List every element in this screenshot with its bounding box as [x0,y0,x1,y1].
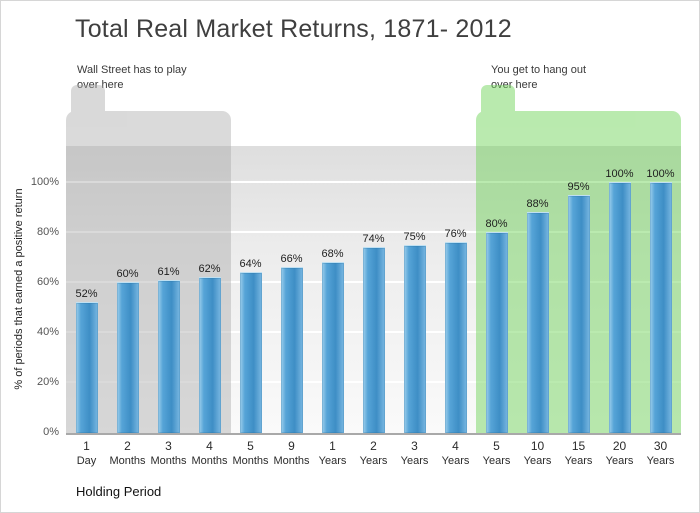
x-tick-unit: Years [441,455,470,467]
bar-series: 52% 60% 61% 62% 64% 66% 68% 74% 75% 76% 80% 88% 95% 1… [66,146,681,433]
x-axis-ticks: 1 Day 2 Months 3 Months 4 Months 5 Months 9 Months 1… [66,439,681,468]
bar-value-label: 88% [526,198,549,210]
bar-value-label: 68% [321,248,344,260]
bar [649,182,672,433]
y-tick-label: 0% [43,426,59,438]
x-tick-number: 4 [452,439,459,453]
bar [75,302,98,433]
x-tick-label: 2 Months [107,439,148,468]
bar-value-label: 80% [485,218,508,230]
bar-value-label: 60% [116,268,139,280]
x-tick-number: 30 [653,439,668,453]
x-tick-number: 1 [83,439,90,453]
x-tick-unit: Months [191,455,228,467]
bar-value-label: 75% [403,230,426,243]
page-title: Total Real Market Returns, 1871- 2012 [75,15,512,43]
x-tick-label: 3 Months [148,439,189,468]
bar-value-label: 52% [75,288,98,300]
x-tick-label: 20 Years [599,439,640,468]
bar-value-label: 76% [444,228,467,240]
x-tick-unit: Months [273,455,310,467]
bar [567,194,590,433]
x-tick-label: 2 Years [353,439,394,468]
x-tick-label: 5 Years [476,439,517,468]
x-tick-unit: Years [359,455,388,467]
x-tick-unit: Months [150,455,187,467]
x-tick-unit: Months [232,455,269,467]
x-tick-number: 4 [206,439,213,453]
x-tick-number: 2 [124,439,131,453]
y-tick-label: 100% [30,176,59,188]
bar [485,232,508,433]
x-axis-title: Holding Period [76,484,162,499]
x-tick-unit: Years [400,455,429,467]
x-tick-number: 1 [329,439,336,453]
x-tick-unit: Years [318,455,347,467]
bar-value-label: 64% [239,258,262,270]
bar-value-label: 74% [362,233,385,245]
x-tick-label: 5 Months [230,439,271,468]
bar [444,242,467,433]
x-tick-unit: Day [76,455,97,467]
x-tick-number: 5 [247,439,254,453]
x-tick-number: 2 [370,439,377,453]
bar [239,272,262,433]
y-tick-label: 60% [36,276,59,288]
bar [116,282,139,433]
bar [403,244,426,433]
x-tick-label: 15 Years [558,439,599,468]
bar-value-label: 61% [157,265,180,278]
x-tick-number: 20 [612,439,627,453]
x-tick-label: 30 Years [640,439,681,468]
x-tick-label: 1 Day [66,439,107,468]
x-tick-unit: Years [564,455,593,467]
x-tick-label: 4 Months [189,439,230,468]
bar-value-label: 100% [646,168,675,180]
x-tick-number: 9 [288,439,295,453]
x-tick-label: 4 Years [435,439,476,468]
bar [608,182,631,433]
y-tick-label: 80% [36,226,59,238]
bar [321,262,344,433]
bar-value-label: 95% [567,180,590,193]
x-tick-unit: Years [605,455,634,467]
x-tick-label: 3 Years [394,439,435,468]
x-tick-label: 9 Months [271,439,312,468]
x-tick-number: 10 [530,439,545,453]
y-tick-label: 40% [36,326,59,338]
x-tick-unit: Years [482,455,511,467]
annotation-hang-out: You get to hang out over here [491,64,587,91]
x-tick-unit: Years [523,455,552,467]
x-tick-unit: Months [109,455,146,467]
x-tick-number: 5 [493,439,500,453]
bar [198,277,221,433]
x-tick-unit: Years [646,455,675,467]
x-tick-number: 15 [571,439,586,453]
gridline [66,231,681,233]
bar [362,247,385,433]
bar [157,279,180,433]
gridline [66,181,681,183]
y-tick-label: 20% [36,376,59,388]
x-tick-number: 3 [165,439,172,453]
x-tick-number: 3 [411,439,418,453]
bar [526,212,549,433]
x-tick-label: 1 Years [312,439,353,468]
bar-value-label: 62% [198,263,221,275]
bar-value-label: 66% [280,253,303,265]
annotation-wall-street: Wall Street has to play over here [77,64,187,91]
bar [280,267,303,433]
bar-value-label: 100% [605,168,634,180]
y-axis-title: % of periods that earned a positive retu… [13,188,25,390]
x-tick-label: 10 Years [517,439,558,468]
